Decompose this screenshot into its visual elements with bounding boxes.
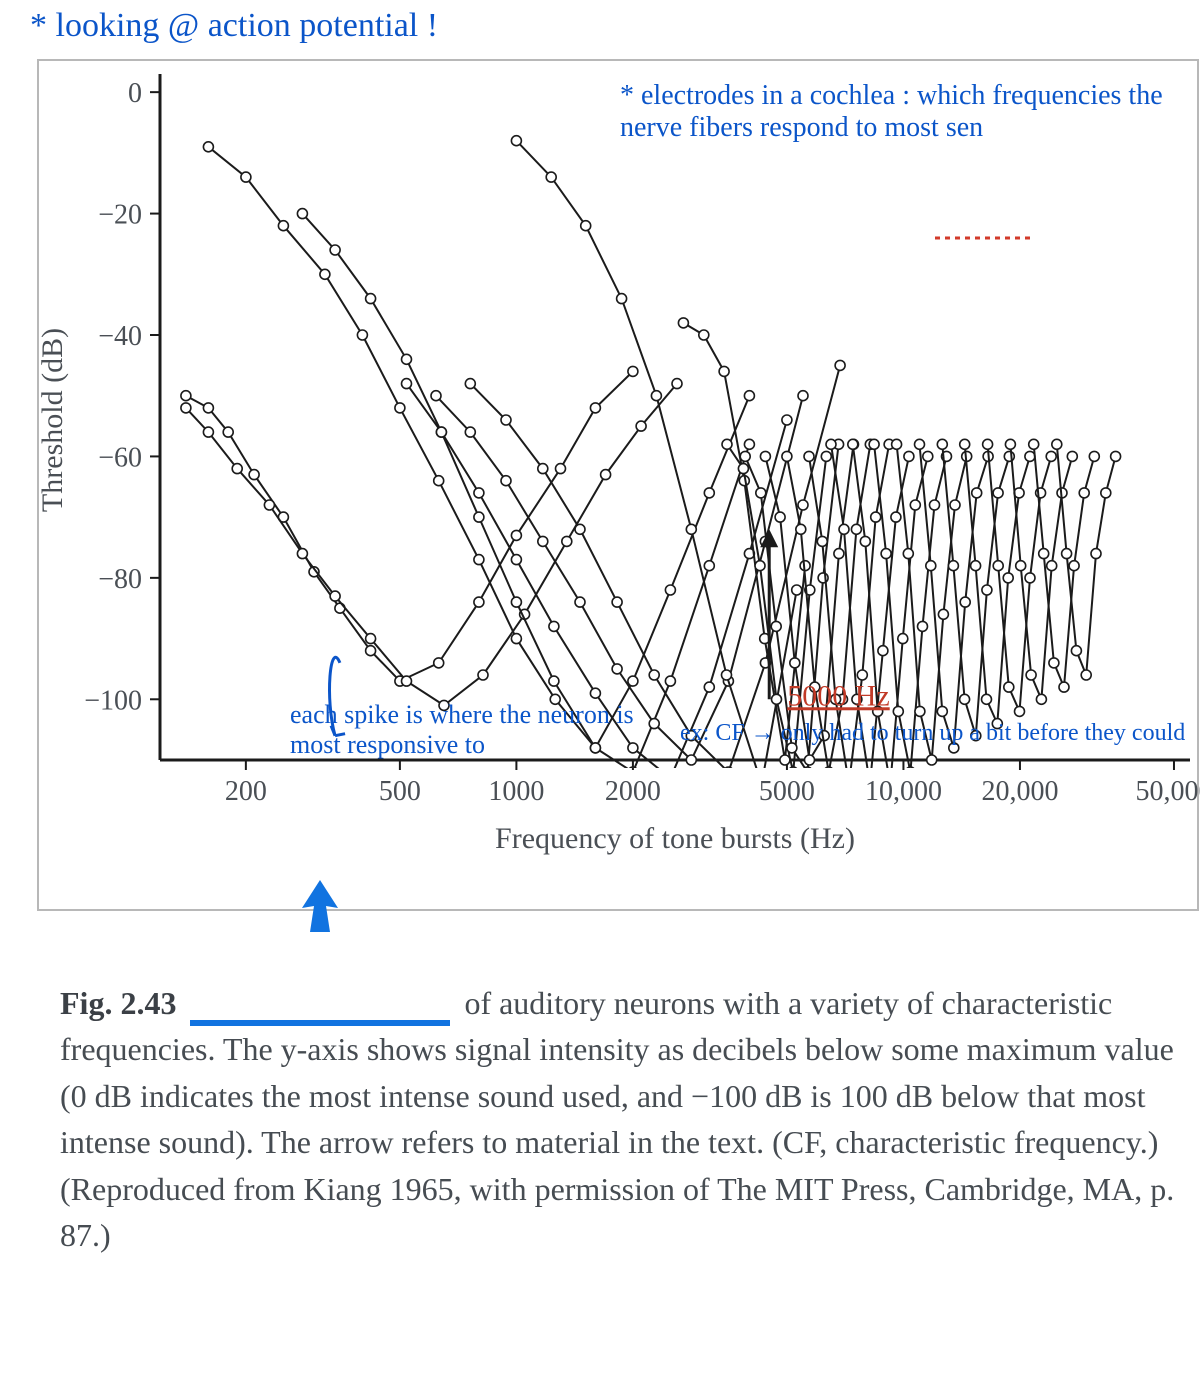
svg-text:Frequency of tone bursts (Hz): Frequency of tone bursts (Hz) (495, 822, 855, 855)
svg-text:2000: 2000 (605, 776, 661, 807)
svg-text:20,000: 20,000 (981, 776, 1058, 807)
svg-text:0: 0 (128, 78, 142, 109)
svg-text:500: 500 (379, 776, 421, 807)
svg-text:50,000: 50,000 (1135, 776, 1200, 807)
svg-text:5000: 5000 (759, 776, 815, 807)
svg-text:200: 200 (225, 776, 267, 807)
svg-text:−60: −60 (98, 442, 142, 473)
figure-caption: Fig. 2.43 of auditory neurons with a var… (60, 980, 1200, 1258)
svg-text:−80: −80 (98, 564, 142, 595)
annotation-spike: each spike is where the neuron is most r… (290, 700, 650, 760)
blue-up-arrow-icon (290, 870, 350, 940)
svg-text:10,000: 10,000 (865, 776, 942, 807)
figure-label: Fig. 2.43 (60, 985, 176, 1021)
svg-text:−100: −100 (84, 685, 142, 716)
svg-text:1000: 1000 (488, 776, 544, 807)
annotation-cf: ex: CF → only had to turn up a bit befor… (680, 720, 1200, 748)
svg-text:−20: −20 (98, 200, 142, 231)
annotation-top-right: * electrodes in a cochlea : which freque… (620, 80, 1200, 144)
svg-text:−40: −40 (98, 321, 142, 352)
annotation-top-left: * looking @ action potential ! (30, 6, 438, 45)
svg-text:Threshold (dB): Threshold (dB) (36, 328, 69, 512)
caption-blank-underline (190, 985, 450, 1026)
tuning-curves-chart: 0 −20 −40 −60 −80 −100 200 500 1000 2000 5000 10,00… (0, 0, 1200, 970)
svg-text:5000 Hz: 5000 Hz (787, 679, 889, 712)
